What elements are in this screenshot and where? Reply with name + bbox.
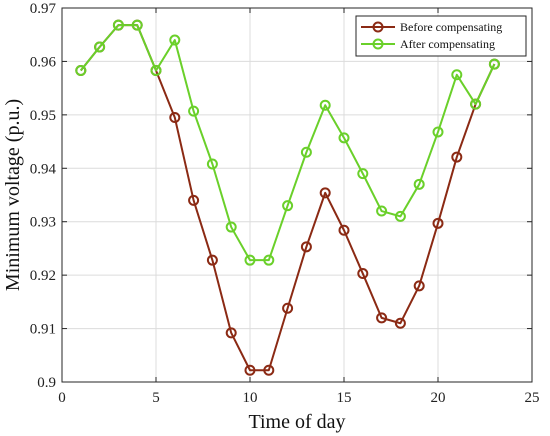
data-point <box>188 194 200 206</box>
data-point <box>169 34 181 46</box>
x-tick-label: 15 <box>337 390 352 406</box>
data-point <box>263 364 275 376</box>
data-point <box>300 241 312 253</box>
data-point <box>282 200 294 212</box>
data-point <box>357 268 369 280</box>
data-point <box>244 364 256 376</box>
data-point <box>169 112 181 124</box>
x-tick-label: 5 <box>152 390 160 406</box>
y-tick-label: 0.94 <box>30 161 57 177</box>
data-point <box>263 254 275 266</box>
series-after-compensating <box>75 19 500 266</box>
data-point <box>338 224 350 236</box>
data-point <box>432 217 444 229</box>
data-point <box>206 158 218 170</box>
data-point <box>188 105 200 117</box>
data-point <box>432 126 444 138</box>
legend-label: Before compensating <box>400 20 502 34</box>
data-point <box>282 302 294 314</box>
data-point <box>131 19 143 31</box>
data-point <box>206 254 218 266</box>
data-point <box>376 312 388 324</box>
y-tick-label: 0.96 <box>30 54 57 70</box>
data-point <box>470 98 482 110</box>
series-layer <box>75 19 500 376</box>
data-point <box>451 151 463 163</box>
legend-marker <box>372 21 384 33</box>
x-tick-label: 25 <box>525 390 540 406</box>
x-tick-label: 0 <box>58 390 66 406</box>
x-tick-label: 20 <box>431 390 446 406</box>
legend-marker <box>372 38 384 50</box>
data-point <box>488 58 500 70</box>
y-axis-title: Minimum voltage (p.u.) <box>2 99 24 291</box>
data-point <box>75 65 87 77</box>
y-tick-label: 0.9 <box>37 375 56 391</box>
y-tick-label: 0.97 <box>30 1 57 17</box>
plot-frame <box>61 7 533 383</box>
x-axis-title: Time of day <box>248 411 345 433</box>
data-point <box>225 327 237 339</box>
x-tick-label: 10 <box>243 390 258 406</box>
data-point <box>300 146 312 158</box>
axis-ticks: 0 5 10 15 20 25 0.9 0.91 0.92 0.93 0.94 0.95 0.96 0.9… <box>30 1 540 406</box>
legend-items: Before compensating After compensating <box>361 20 502 51</box>
data-point <box>394 210 406 222</box>
legend-box <box>355 15 527 57</box>
data-point <box>413 178 425 190</box>
y-tick-label: 0.95 <box>30 108 56 124</box>
data-point <box>225 221 237 233</box>
y-tick-label: 0.92 <box>30 268 56 284</box>
data-point <box>357 168 369 180</box>
plot-area <box>62 8 532 382</box>
data-point <box>413 280 425 292</box>
data-point <box>244 254 256 266</box>
y-tick-label: 0.91 <box>30 322 56 338</box>
data-point <box>112 19 124 31</box>
data-point <box>338 132 350 144</box>
data-point <box>150 65 162 77</box>
data-point <box>319 187 331 199</box>
data-point <box>451 69 463 81</box>
data-point <box>376 205 388 217</box>
y-tick-label: 0.93 <box>30 215 56 231</box>
legend: Before compensating After compensating <box>355 15 527 57</box>
data-point <box>394 317 406 329</box>
series-line <box>80 24 496 262</box>
data-point <box>319 99 331 111</box>
data-point <box>94 41 106 53</box>
legend-label: After compensating <box>400 37 495 51</box>
